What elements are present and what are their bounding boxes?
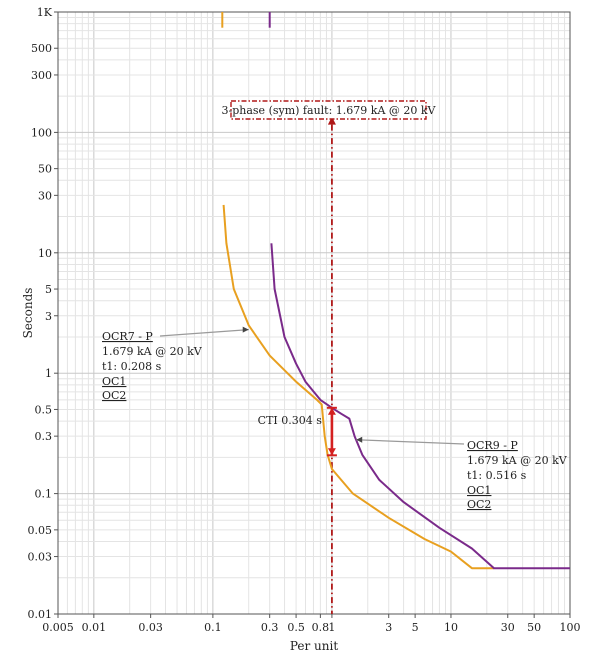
x-tick-label: 10: [444, 621, 458, 634]
y-tick-label: 50: [38, 163, 52, 176]
y-tick-label: 100: [31, 126, 52, 139]
x-tick-label: 0.03: [138, 621, 163, 634]
annotation-link: OC1: [467, 484, 491, 497]
x-tick-label: 0.8: [312, 621, 330, 634]
annotation-link: OC2: [102, 389, 126, 402]
x-tick-label: 0.01: [82, 621, 107, 634]
series-line: [270, 243, 570, 570]
series-layer: [221, 12, 570, 570]
x-tick-label: 0.3: [261, 621, 279, 634]
annotation-title: OCR9 - P: [467, 439, 518, 452]
y-tick-label: 0.03: [28, 551, 53, 564]
y-tick-label: 30: [38, 189, 52, 202]
y-tick-label: 0.05: [28, 524, 53, 537]
y-tick-label: 300: [31, 69, 52, 82]
cti-arrow-down: [327, 448, 336, 456]
y-tick-label: 0.5: [35, 403, 53, 416]
series-line: [222, 204, 494, 570]
x-tick-label: 1: [328, 621, 335, 634]
y-tick-label: 1K: [37, 6, 53, 19]
fault-arrowhead: [327, 116, 336, 125]
x-tick-label: 3: [385, 621, 392, 634]
x-tick-label: 50: [527, 621, 541, 634]
annotation-line: t1: 0.208 s: [102, 360, 162, 373]
y-tick-label: 0.3: [35, 430, 53, 443]
annotation-link: OC2: [467, 498, 491, 511]
grid: [57, 12, 570, 615]
fault-label-box: [230, 100, 427, 120]
annotation-leader: [159, 329, 249, 337]
x-axis: 0.005 0.01 0.03 0.1 0.3 0.5 0.8 1 3 5 10 30 50 100: [42, 614, 581, 634]
y-tick-label: 3: [45, 310, 52, 323]
annotation-title: OCR7 - P: [102, 330, 153, 343]
y-tick-label: 10: [38, 247, 52, 260]
x-axis-title: Per unit: [290, 639, 338, 653]
y-tick-label: 1: [45, 367, 52, 380]
y-axis: 0.01 0.03 0.05 0.1 0.3 0.5 1 3 5 10 30 50 100 300 500 1…: [28, 6, 58, 621]
x-tick-label: 0.005: [42, 621, 74, 634]
annotation-arrowhead: [242, 326, 249, 333]
x-tick-label: 30: [501, 621, 515, 634]
x-tick-label: 0.5: [287, 621, 305, 634]
y-tick-label: 500: [31, 42, 52, 55]
annotation-0: OCR7 - P 1.679 kA @ 20 kV t1: 0.208 s OC1OC…: [102, 326, 249, 402]
annotation-1: OCR9 - P 1.679 kA @ 20 kV t1: 0.516 s OC1OC…: [356, 436, 568, 511]
annotation-arrowhead: [356, 436, 363, 443]
cti-label: CTI 0.304 s: [258, 414, 323, 427]
x-tick-label: 100: [560, 621, 581, 634]
annotation-line: t1: 0.516 s: [467, 469, 527, 482]
y-tick-label: 0.01: [28, 608, 53, 621]
annotation-line: 1.679 kA @ 20 kV: [467, 454, 568, 467]
x-tick-label: 5: [412, 621, 419, 634]
x-tick-label: 0.1: [204, 621, 222, 634]
annotation-line: 1.679 kA @ 20 kV: [102, 345, 203, 358]
cti-arrow-up: [327, 407, 336, 415]
fault-label: 3-phase (sym) fault: 1.679 kA @ 20 kV: [222, 104, 437, 117]
annotation-link: OC1: [102, 375, 126, 388]
y-tick-label: 5: [45, 283, 52, 296]
annotation-leader: [356, 439, 465, 445]
y-axis-title: Seconds: [21, 288, 35, 339]
fault-indicator: 3-phase (sym) fault: 1.679 kA @ 20 kV: [222, 100, 437, 614]
plot-frame: [57, 11, 571, 615]
y-tick-label: 0.1: [35, 488, 53, 501]
cti-indicator: CTI 0.304 s: [258, 406, 337, 457]
